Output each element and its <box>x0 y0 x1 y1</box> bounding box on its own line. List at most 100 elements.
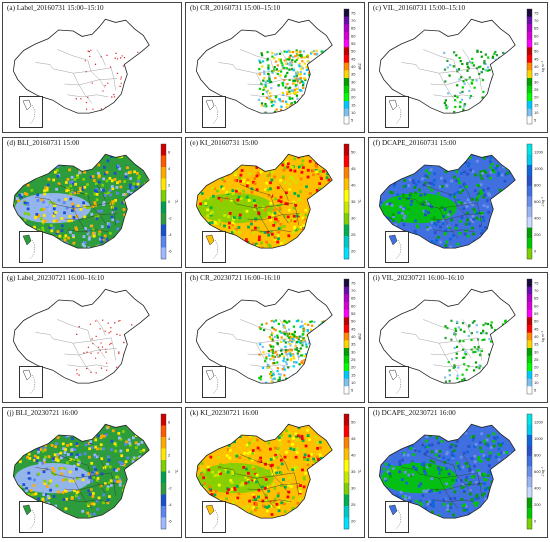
province-border <box>294 472 299 496</box>
colorbar-tick-label: 30 <box>351 215 356 220</box>
colorbar-swatch <box>527 455 532 467</box>
colorbar-unit: J kg⁻¹ <box>541 196 545 206</box>
colorbar-swatch <box>527 144 532 155</box>
province-border <box>418 67 478 74</box>
province-border <box>433 499 475 503</box>
colorbar-tick-label: 10 <box>534 110 539 115</box>
colorbar-unit: dBZ <box>358 62 362 69</box>
colorbar-tick-label: 5 <box>534 388 537 393</box>
south-china-sea-inset <box>202 231 226 263</box>
colorbar-tick-label: 45 <box>351 326 356 331</box>
colorbar-unit: dBZ <box>358 332 362 339</box>
panel-title: (l) DCAPE_20230721 16:00 <box>373 409 456 417</box>
province-border <box>73 343 93 374</box>
colorbar-swatch <box>527 175 532 187</box>
province-border <box>401 467 419 474</box>
province-border <box>439 208 459 239</box>
colorbar: 75 70 65 60 55 50 45 40 35 30 25 20 15 10 5 kg m⁻² <box>526 278 545 395</box>
south-china-sea-inset <box>385 231 409 263</box>
colorbar-tick-label: 65 <box>534 296 539 301</box>
colorbar: 75 70 65 60 55 50 45 40 35 30 25 20 15 10 5 dBZ <box>343 8 362 125</box>
province-border <box>111 67 116 91</box>
colorbar-swatch <box>161 471 166 484</box>
province-border <box>67 229 109 233</box>
province-border <box>418 337 478 344</box>
province-border <box>64 483 118 491</box>
colorbar-unit: °C <box>358 199 362 203</box>
colorbar-swatch <box>344 9 349 17</box>
province-border <box>250 364 292 368</box>
colorbar-swatch <box>161 506 166 518</box>
colorbar-tick-label: 40 <box>534 334 539 339</box>
province-border <box>439 478 459 509</box>
province-border <box>57 49 91 72</box>
colorbar-swatch <box>527 466 532 478</box>
colorbar-swatch <box>527 348 532 356</box>
map-panel-label: (g) Label_20230721 16:00–16:10 <box>2 272 182 403</box>
map-panel-dcape: (f) DCAPE_20160731 15:00 1200 1000 800 600 40… <box>368 137 548 268</box>
colorbar: 6 4 2 0 -2 -4 -6 °C <box>160 413 179 530</box>
colorbar: 75 70 65 60 55 50 45 40 35 30 25 20 15 10 5 dBZ <box>343 278 362 395</box>
colorbar-swatch <box>344 47 349 56</box>
province-border <box>256 73 276 104</box>
colorbar-tick-label: 25 <box>351 87 356 92</box>
province-border <box>240 184 274 207</box>
colorbar-tick-label: 55 <box>534 41 539 46</box>
south-china-sea-inset <box>202 96 226 128</box>
colorbar-swatch <box>527 9 532 17</box>
country-border <box>12 18 150 114</box>
province-border <box>279 49 289 66</box>
colorbar-tick-label: 20 <box>534 365 539 370</box>
province-border <box>218 62 236 69</box>
province-border <box>64 348 118 356</box>
province-border <box>477 67 482 91</box>
colorbar-tick-label: 15 <box>534 372 539 377</box>
colorbar-swatch <box>344 437 349 449</box>
colorbar-swatch <box>527 355 532 364</box>
colorbar-swatch <box>161 414 166 426</box>
colorbar-swatch <box>527 32 532 40</box>
colorbar-swatch <box>161 437 166 449</box>
colorbar-tick-label: 1000 <box>534 166 544 171</box>
colorbar-swatch <box>527 302 532 310</box>
colorbar-swatch <box>344 317 349 326</box>
colorbar-tick-label: 60 <box>351 33 356 38</box>
colorbar-swatch <box>344 279 349 287</box>
colorbar-swatch <box>344 178 349 191</box>
colorbar-unit: kg m⁻² <box>541 330 545 342</box>
colorbar-swatch <box>161 517 166 530</box>
colorbar-swatch <box>344 62 349 71</box>
colorbar-unit: kg m⁻² <box>541 60 545 72</box>
colorbar-swatch <box>527 108 532 117</box>
colorbar-tick-label: 35 <box>351 72 356 77</box>
panel-title: (g) Label_20230721 16:00–16:10 <box>7 274 105 282</box>
colorbar-tick-label: 40 <box>534 64 539 69</box>
colorbar-tick-label: 6 <box>168 420 171 425</box>
colorbar-tick-label: 60 <box>534 303 539 308</box>
colorbar-tick-label: 60 <box>351 303 356 308</box>
colorbar-swatch <box>527 340 532 349</box>
province-border <box>111 202 116 226</box>
colorbar-tick-label: 50 <box>351 420 356 425</box>
province-border <box>433 364 475 368</box>
colorbar-swatch <box>527 85 532 94</box>
colorbar-tick-label: 600 <box>534 469 541 474</box>
colorbar-tick-label: 25 <box>351 502 356 507</box>
colorbar-swatch <box>527 196 532 208</box>
colorbar-swatch <box>344 155 349 168</box>
province-border <box>294 67 299 91</box>
colorbar-tick-label: 35 <box>534 342 539 347</box>
colorbar-swatch <box>527 101 532 109</box>
colorbar-tick-label: 65 <box>351 26 356 31</box>
colorbar-swatch <box>527 497 532 509</box>
colorbar-tick-label: 1000 <box>534 436 544 441</box>
province-border <box>430 348 484 356</box>
south-china-sea-inset <box>19 231 43 263</box>
colorbar-unit: °C <box>358 469 362 473</box>
province-border <box>90 70 106 89</box>
colorbar-swatch <box>527 116 532 125</box>
colorbar-tick-label: 5 <box>534 118 537 123</box>
colorbar-swatch <box>344 213 349 225</box>
province-border <box>67 364 109 368</box>
panel-title: (j) BLI_20230721 16:00 <box>7 409 78 417</box>
